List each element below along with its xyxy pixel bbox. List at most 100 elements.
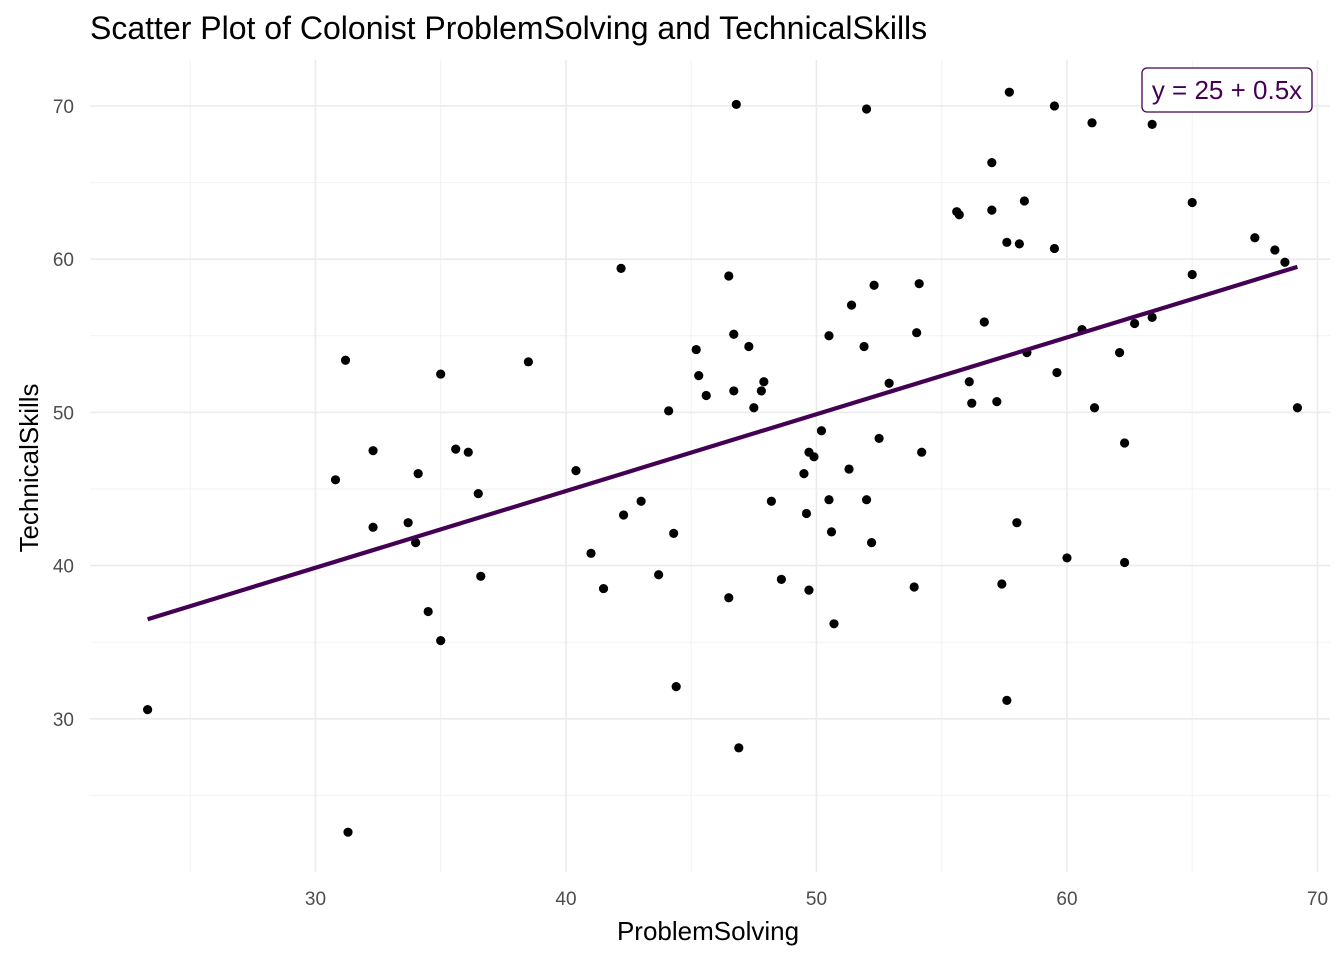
data-point xyxy=(909,582,919,592)
data-point xyxy=(1114,348,1125,358)
data-point xyxy=(1049,243,1060,254)
data-point xyxy=(724,593,734,603)
data-point xyxy=(824,331,834,341)
data-point xyxy=(1147,312,1157,322)
x-tick-label: 60 xyxy=(1056,889,1077,910)
data-point xyxy=(729,329,739,339)
data-point xyxy=(809,452,819,462)
data-point xyxy=(1052,367,1062,378)
data-point xyxy=(874,433,884,444)
data-point xyxy=(759,377,769,387)
data-point xyxy=(987,158,997,168)
y-axis-title: TechnicalSkills xyxy=(14,383,44,552)
y-tick-label: 30 xyxy=(53,710,74,731)
equation-box xyxy=(1141,67,1313,113)
data-point xyxy=(766,496,776,506)
data-point xyxy=(912,328,922,338)
data-point xyxy=(917,447,927,457)
data-point xyxy=(616,263,626,273)
data-point xyxy=(869,280,879,290)
data-point xyxy=(866,538,877,548)
data-point xyxy=(586,548,596,558)
data-point xyxy=(884,378,894,388)
y-tick-label: 70 xyxy=(53,97,74,118)
data-point xyxy=(571,465,581,476)
x-tick-label: 40 xyxy=(555,889,576,910)
data-point xyxy=(669,528,679,539)
x-tick-label: 30 xyxy=(305,889,326,910)
x-tick-label: 50 xyxy=(806,889,827,910)
data-point xyxy=(330,475,341,485)
data-point xyxy=(1002,237,1012,247)
data-point xyxy=(423,606,433,617)
data-point xyxy=(340,355,351,365)
data-point xyxy=(829,619,839,629)
data-point xyxy=(861,495,872,505)
data-point xyxy=(368,446,378,456)
y-tick-label: 50 xyxy=(53,403,74,424)
data-point xyxy=(1292,403,1303,413)
data-point xyxy=(734,743,744,753)
data-point xyxy=(1087,118,1097,128)
data-point xyxy=(143,705,153,715)
data-point xyxy=(824,495,834,505)
regression-line xyxy=(147,264,1299,622)
data-point xyxy=(844,464,854,474)
data-point xyxy=(1119,557,1130,568)
data-point xyxy=(598,583,609,594)
data-point xyxy=(1062,553,1072,563)
data-point xyxy=(1014,239,1024,249)
data-point xyxy=(694,371,704,381)
data-point xyxy=(403,518,413,528)
data-point xyxy=(731,99,741,110)
y-tick-label: 60 xyxy=(53,250,74,271)
data-point xyxy=(801,508,812,519)
data-point xyxy=(1119,438,1130,448)
data-point xyxy=(343,827,353,837)
regression-line-group xyxy=(147,264,1299,622)
data-point xyxy=(636,496,646,506)
data-point xyxy=(671,682,681,692)
equation-label-group: y = 25 + 0.5x xyxy=(1141,67,1313,113)
data-point xyxy=(954,210,964,220)
data-point xyxy=(1002,695,1012,706)
data-point xyxy=(1147,119,1157,129)
data-point xyxy=(1270,245,1280,255)
data-point xyxy=(1004,87,1014,97)
data-point xyxy=(436,369,446,379)
data-point xyxy=(997,579,1007,589)
data-point xyxy=(664,406,674,416)
data-point xyxy=(729,386,739,396)
data-point xyxy=(826,527,837,537)
data-point xyxy=(1250,233,1260,243)
data-point xyxy=(914,279,924,289)
data-point xyxy=(618,510,629,520)
tick-labels: 30 40 50 60 70 30 40 50 60 70 xyxy=(53,97,1328,910)
data-point xyxy=(451,444,461,454)
chart-title: Scatter Plot of Colonist ProblemSolving … xyxy=(90,10,928,46)
data-point xyxy=(463,447,473,457)
data-point xyxy=(756,386,766,396)
data-point xyxy=(1089,403,1100,413)
data-point xyxy=(799,469,809,479)
minor-gridlines xyxy=(90,60,1330,872)
data-point xyxy=(476,571,486,581)
data-point xyxy=(411,538,421,548)
data-point xyxy=(979,317,989,327)
data-point xyxy=(816,426,827,436)
data-point xyxy=(987,205,997,215)
equation-label: y = 25 + 0.5x xyxy=(1152,75,1302,105)
data-point xyxy=(744,341,754,352)
data-point xyxy=(1187,269,1197,280)
data-point xyxy=(1280,257,1290,267)
data-point xyxy=(1187,197,1197,208)
data-point xyxy=(1130,318,1140,329)
y-tick-label: 40 xyxy=(53,557,74,578)
data-point xyxy=(846,300,857,310)
data-point xyxy=(523,357,533,367)
data-point xyxy=(964,377,974,387)
data-point xyxy=(701,390,711,401)
data-point xyxy=(1012,518,1022,528)
